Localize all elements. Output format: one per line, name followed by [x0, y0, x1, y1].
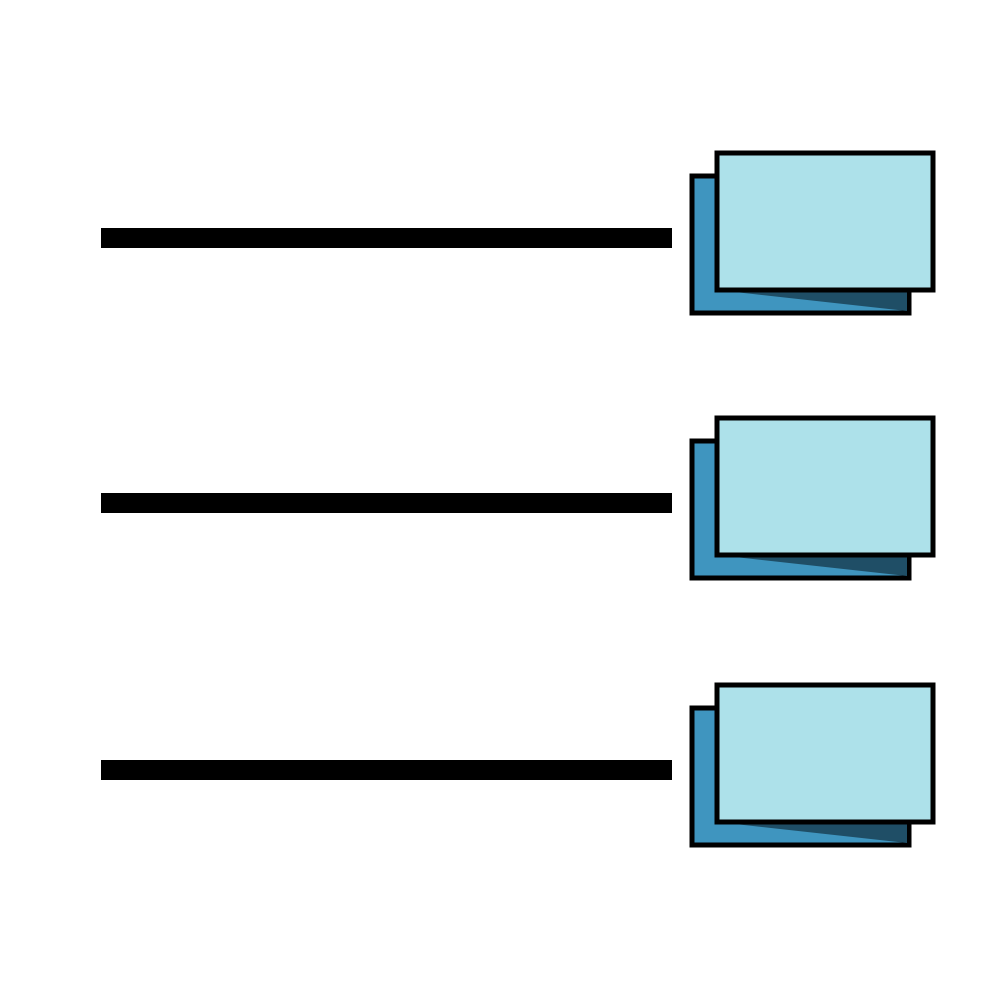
- card-back-shadow: [717, 822, 907, 843]
- card-front: [714, 150, 936, 293]
- card-stack-icon: [689, 415, 939, 583]
- connector-line: [101, 493, 672, 513]
- card-stack-icon: [689, 150, 939, 318]
- diagram-row-1: [0, 150, 1000, 320]
- card-back-shadow: [717, 555, 907, 576]
- card-stack-graphic: [689, 682, 936, 848]
- card-stack-graphic: [689, 415, 936, 581]
- connector-line: [101, 760, 672, 780]
- card-stack-icon: [689, 682, 939, 850]
- card-back-shadow: [717, 290, 907, 311]
- diagram-row-3: [0, 682, 1000, 852]
- card-stack-graphic: [689, 150, 936, 316]
- card-front: [714, 682, 936, 825]
- diagram-row-2: [0, 415, 1000, 585]
- card-front: [714, 415, 936, 558]
- connector-line: [101, 228, 672, 248]
